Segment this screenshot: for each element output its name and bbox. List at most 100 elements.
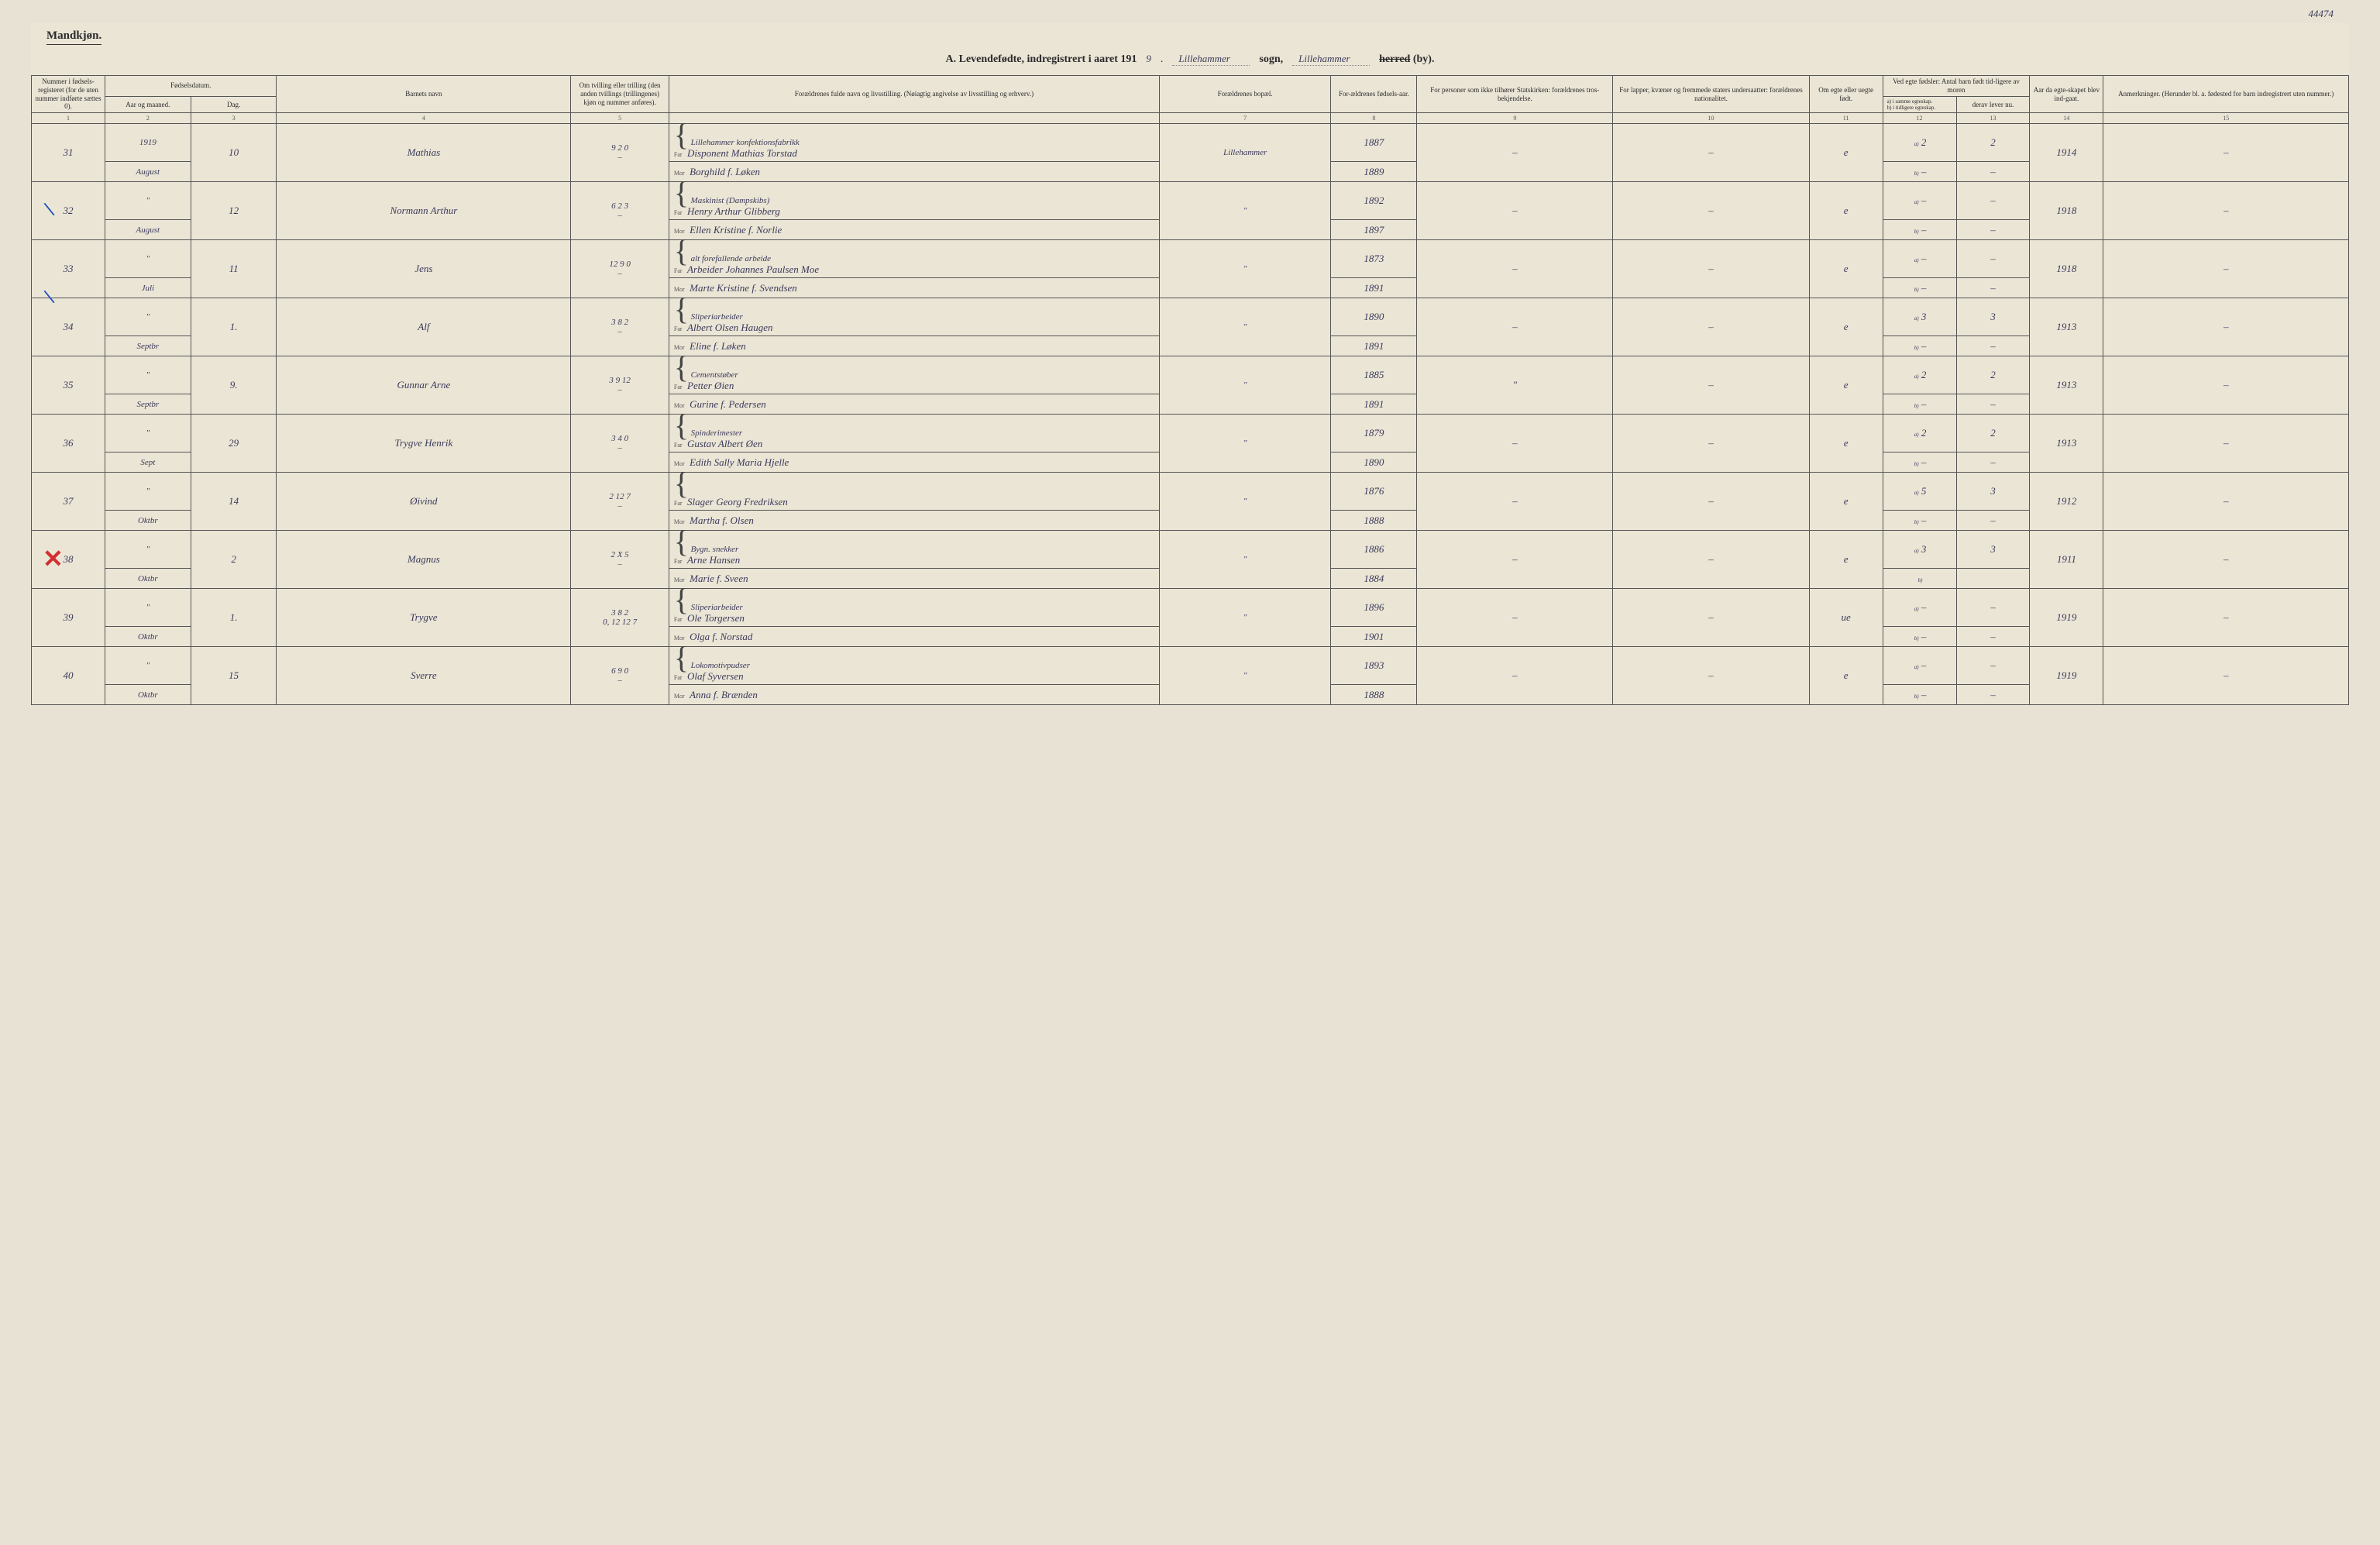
cell-legit: e xyxy=(1809,298,1883,356)
cell-day: 15 xyxy=(191,647,277,705)
cell-b: b) – xyxy=(1883,627,1956,647)
cell-marr: 1912 xyxy=(2030,473,2103,531)
cell-legit: e xyxy=(1809,182,1883,240)
cell-rel: – xyxy=(1417,240,1613,298)
cell-twin: 2 12 7 – xyxy=(571,473,669,531)
cell-month: Oktbr xyxy=(105,627,191,647)
far-label: Far xyxy=(674,384,683,391)
cell-marr: 1919 xyxy=(2030,589,2103,647)
cell-day: 12 xyxy=(191,182,277,240)
cell-rel: – xyxy=(1417,473,1613,531)
occupation: Sliperiarbeider xyxy=(691,603,743,612)
cell-a: a) – xyxy=(1883,647,1956,685)
hdr-1: Nummer i fødsels-registeret (for de uten… xyxy=(32,76,105,113)
cell-a2: 3 xyxy=(1956,531,2030,569)
cell-b: b) – xyxy=(1883,394,1956,415)
table-row: 33 " 11 Jens 12 9 0 – { alt forefallende… xyxy=(32,240,2349,278)
herred-struck: herred xyxy=(1379,53,1410,65)
cell-far-yr: 1886 xyxy=(1331,531,1417,569)
cell-far-yr: 1876 xyxy=(1331,473,1417,511)
cell-twin: 3 8 2 – xyxy=(571,298,669,356)
cell-nat: – xyxy=(1613,531,1809,589)
cell-legit: e xyxy=(1809,647,1883,705)
cell-a: a) – xyxy=(1883,589,1956,627)
cell-residence: " xyxy=(1159,589,1331,647)
cell-twin: 2 X 5 – xyxy=(571,531,669,589)
cell-b: b) – xyxy=(1883,452,1956,473)
table-row: 34 " 1. Alf 3 8 2 – { Sliperiarbeider Fa… xyxy=(32,298,2349,336)
cell-residence: " xyxy=(1159,415,1331,473)
table-row: 38 " 2 Magnus 2 X 5 – { Bygn. snekker Fa… xyxy=(32,531,2349,569)
sogn-label: sogn, xyxy=(1259,53,1283,66)
cell-rel: – xyxy=(1417,647,1613,705)
cell-rel: – xyxy=(1417,124,1613,182)
cell-mor-yr: 1901 xyxy=(1331,627,1417,647)
cell-b2: – xyxy=(1956,220,2030,240)
cell-num: 35 xyxy=(32,356,105,415)
cell-num: 40 xyxy=(32,647,105,705)
column-number-row: 123 45 789 101112 131415 xyxy=(32,113,2349,124)
cell-nat: – xyxy=(1613,298,1809,356)
mor-name: Anna f. Brænden xyxy=(690,689,758,700)
cell-b: b) – xyxy=(1883,511,1956,531)
cell-child: Gunnar Arne xyxy=(277,356,571,415)
cell-far: { Bygn. snekker Far Arne Hansen xyxy=(669,531,1159,569)
cell-marr: 1918 xyxy=(2030,182,2103,240)
cell-far: { Far Slager Georg Fredriksen xyxy=(669,473,1159,511)
cell-child: Jens xyxy=(277,240,571,298)
cell-mor: Mor Anna f. Brænden xyxy=(669,685,1159,705)
cell-a: a) 2 xyxy=(1883,356,1956,394)
cell-notes: – xyxy=(2103,415,2349,473)
register-table: Nummer i fødsels-registeret (for de uten… xyxy=(31,75,2349,705)
cell-mor-yr: 1889 xyxy=(1331,162,1417,182)
cell-legit: e xyxy=(1809,356,1883,415)
cell-a: a) 2 xyxy=(1883,124,1956,162)
hdr-6: Forældrenes fulde navn og livsstilling. … xyxy=(669,76,1159,113)
cell-month: Juli xyxy=(105,278,191,298)
cell-child: Trygve xyxy=(277,589,571,647)
mor-name: Borghild f. Løken xyxy=(690,166,760,177)
cell-num: 36 xyxy=(32,415,105,473)
cell-day: 14 xyxy=(191,473,277,531)
cell-mor: Mor Gurine f. Pedersen xyxy=(669,394,1159,415)
cell-nat: – xyxy=(1613,415,1809,473)
cell-a2: – xyxy=(1956,240,2030,278)
cell-mor-yr: 1884 xyxy=(1331,569,1417,589)
cell-nat: – xyxy=(1613,182,1809,240)
cell-mor-yr: 1888 xyxy=(1331,511,1417,531)
cell-twin: 6 9 0 – xyxy=(571,647,669,705)
cell-residence: " xyxy=(1159,473,1331,531)
cell-far-yr: 1890 xyxy=(1331,298,1417,336)
hdr-13: derav lever nu. xyxy=(1956,96,2030,113)
cell-nat: – xyxy=(1613,124,1809,182)
cell-month: Septbr xyxy=(105,336,191,356)
cell-num: 31 xyxy=(32,124,105,182)
cell-notes: – xyxy=(2103,298,2349,356)
cell-year: " xyxy=(105,240,191,278)
cell-mor: Mor Borghild f. Løken xyxy=(669,162,1159,182)
cell-nat: – xyxy=(1613,473,1809,531)
cell-mor: Mor Olga f. Norstad xyxy=(669,627,1159,647)
cell-nat: – xyxy=(1613,356,1809,415)
cell-residence: " xyxy=(1159,298,1331,356)
cell-year: " xyxy=(105,531,191,569)
cell-a2: 3 xyxy=(1956,473,2030,511)
occupation: Lillehammer konfektionsfabrikk xyxy=(691,138,800,147)
cell-b2: – xyxy=(1956,511,2030,531)
cell-notes: – xyxy=(2103,647,2349,705)
table-row: 32 " 12 Normann Arthur 6 2 3 – { Maskini… xyxy=(32,182,2349,220)
mor-name: Martha f. Olsen xyxy=(690,514,754,526)
cell-legit: ue xyxy=(1809,589,1883,647)
hdr-10: For lapper, kvæner og fremmede staters u… xyxy=(1613,76,1809,113)
far-label: Far xyxy=(674,151,683,158)
cell-month: Oktbr xyxy=(105,685,191,705)
cell-notes: – xyxy=(2103,124,2349,182)
cell-a: a) 5 xyxy=(1883,473,1956,511)
cell-far-yr: 1879 xyxy=(1331,415,1417,452)
hdr-4: Barnets navn xyxy=(277,76,571,113)
cell-b2: – xyxy=(1956,336,2030,356)
cell-residence: " xyxy=(1159,356,1331,415)
cell-year: " xyxy=(105,473,191,511)
occupation: Sliperiarbeider xyxy=(691,312,743,322)
cell-notes: – xyxy=(2103,473,2349,531)
